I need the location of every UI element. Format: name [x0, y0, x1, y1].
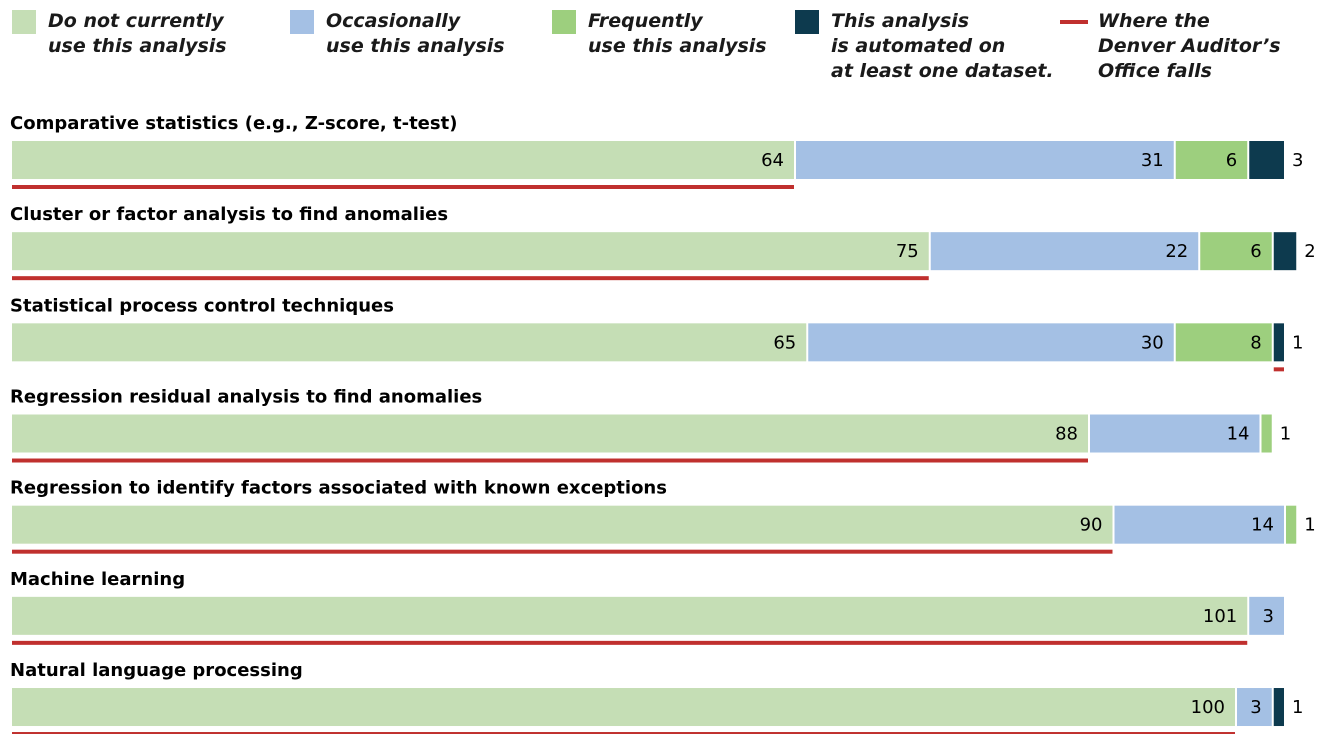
value-label: 1	[1292, 697, 1303, 718]
denver-marker	[12, 732, 1235, 734]
value-label: 101	[1203, 606, 1237, 627]
legend-label: Do not currently use this analysis	[48, 10, 227, 57]
bar-segment	[1273, 323, 1284, 362]
value-label: 100	[1191, 697, 1225, 718]
bar-segment	[1249, 141, 1284, 179]
row-title: Statistical process control techniques	[10, 295, 394, 316]
bar-segment	[12, 596, 1248, 635]
bar-segment	[1090, 414, 1260, 453]
bar-segment	[1286, 505, 1297, 544]
value-label: 64	[761, 150, 784, 171]
bar-segment	[930, 232, 1199, 271]
bar-segment	[1249, 596, 1284, 635]
legend-label: Occasionally use this analysis	[326, 10, 505, 57]
bar-segment	[1114, 505, 1284, 544]
bar-segment	[12, 141, 794, 179]
bar-segment	[12, 414, 1088, 453]
bar-segment	[808, 323, 1174, 362]
value-label: 65	[773, 332, 796, 353]
bar-segment	[1175, 323, 1272, 362]
value-label: 6	[1226, 150, 1237, 171]
value-label: 31	[1141, 150, 1164, 171]
value-label: 75	[896, 241, 919, 262]
row-title: Regression residual analysis to find ano…	[10, 387, 482, 408]
bar-segment	[1237, 688, 1272, 727]
value-label: 8	[1250, 332, 1261, 353]
row-title: Comparative statistics (e.g., Z-score, t…	[10, 113, 457, 134]
denver-marker	[12, 276, 929, 281]
value-label: 14	[1251, 515, 1274, 536]
bar-segment	[1273, 232, 1297, 271]
row-title: Natural language processing	[10, 660, 303, 681]
value-label: 2	[1304, 241, 1315, 262]
row-title: Machine learning	[10, 569, 185, 590]
bar-segment	[12, 688, 1235, 727]
value-label: 3	[1250, 697, 1261, 718]
bar-segment	[12, 323, 807, 362]
legend-swatch	[12, 10, 36, 34]
value-label: 30	[1141, 332, 1164, 353]
bar-segment	[1261, 414, 1272, 453]
bar-segment	[796, 141, 1174, 179]
row-title: Cluster or factor analysis to find anoma…	[10, 204, 448, 225]
denver-marker	[12, 458, 1088, 463]
denver-marker	[1273, 367, 1284, 372]
value-label: 1	[1292, 332, 1303, 353]
legend-label: Frequently use this analysis	[588, 10, 767, 57]
value-label: 3	[1292, 150, 1303, 171]
legend-swatch	[552, 10, 576, 34]
row-title: Regression to identify factors associate…	[10, 478, 667, 499]
legend-label: Where the Denver Auditor’s Office falls	[1098, 10, 1281, 82]
denver-marker	[12, 640, 1248, 645]
value-label: 6	[1250, 241, 1261, 262]
legend-swatch	[290, 10, 314, 34]
denver-marker	[12, 549, 1113, 554]
value-label: 22	[1165, 241, 1188, 262]
value-label: 1	[1280, 424, 1291, 445]
bar-segment	[1175, 141, 1248, 179]
legend-swatch	[795, 10, 819, 34]
denver-marker	[12, 185, 794, 189]
value-label: 3	[1263, 606, 1274, 627]
legend-label: This analysis is automated on at least o…	[831, 10, 1054, 82]
legend-swatch	[1060, 20, 1088, 24]
bar-segment	[12, 505, 1113, 544]
value-label: 14	[1227, 424, 1250, 445]
value-label: 88	[1055, 424, 1078, 445]
bar-segment	[12, 232, 929, 271]
value-label: 90	[1080, 515, 1103, 536]
bar-segment	[1273, 688, 1284, 727]
bar-segment	[1200, 232, 1272, 271]
value-label: 1	[1304, 515, 1315, 536]
